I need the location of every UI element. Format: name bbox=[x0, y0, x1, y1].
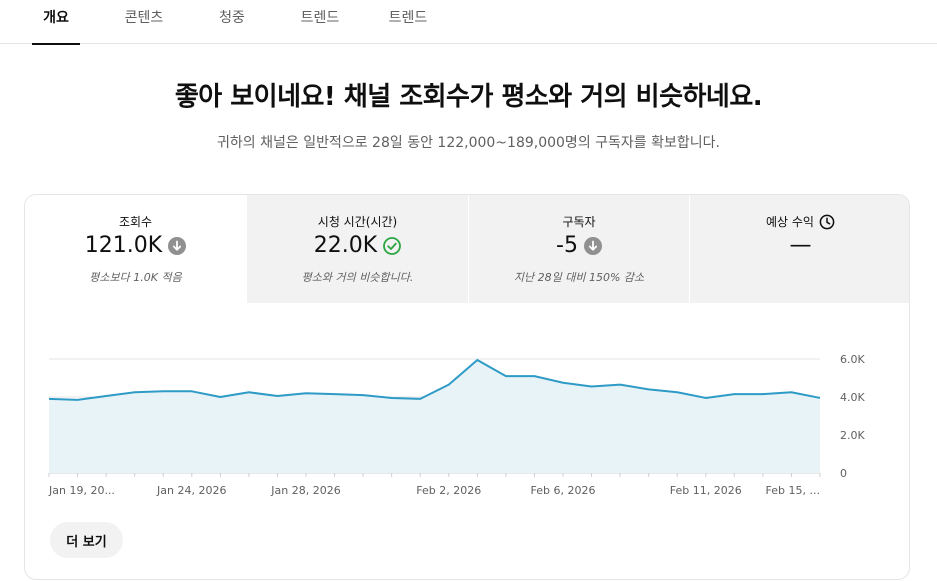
arrow-down-circle-icon bbox=[168, 236, 187, 255]
metric-views[interactable]: 조회수 121.0K 평소보다 1.0K 적음 bbox=[25, 195, 246, 303]
metric-revenue[interactable]: 예상 수익 — bbox=[689, 195, 909, 303]
check-circle-icon bbox=[383, 236, 402, 255]
metric-watch-time-value: 22.0K bbox=[313, 233, 378, 258]
series-area bbox=[49, 359, 820, 473]
series-line bbox=[48, 358, 821, 401]
metric-views-row: 121.0K bbox=[25, 233, 246, 258]
metric-watch-time-note: 평소와 거의 비슷합니다. bbox=[301, 271, 414, 284]
tab-trends-2[interactable]: 트렌드 bbox=[388, 10, 428, 26]
metric-views-value: 121.0K bbox=[84, 233, 163, 258]
metric-revenue-label: 예상 수익 bbox=[766, 215, 814, 229]
metrics-card: 조회수 121.0K 평소보다 1.0K 적음 시청 시간(시간) 22.0K … bbox=[24, 194, 910, 580]
x-tick-label: Feb 15, ... bbox=[766, 484, 820, 497]
metric-subscribers[interactable]: 구독자 -5 지난 28일 대비 150% 감소 bbox=[468, 195, 689, 303]
page-subline: 귀하의 채널은 일반적으로 28일 동안 122,000~189,000명의 구… bbox=[217, 135, 720, 151]
views-chart[interactable]: 6.0K 4.0K 2.0K 0 Jan 19, 20... Jan 24, 2026 Ja… bbox=[25, 303, 910, 523]
metric-subscribers-value: -5 bbox=[556, 233, 578, 258]
tab-overview[interactable]: 개요 bbox=[32, 0, 80, 45]
arrow-down-circle-icon bbox=[583, 236, 602, 255]
tab-audience[interactable]: 청중 bbox=[219, 10, 245, 26]
tab-content[interactable]: 콘텐츠 bbox=[124, 10, 164, 26]
tab-bar: 개요 콘텐츠 청중 트렌드 트렌드 bbox=[0, 0, 937, 45]
metric-revenue-value: — bbox=[789, 233, 812, 258]
x-tick-label: Feb 6, 2026 bbox=[531, 484, 596, 497]
y-tick-label: 6.0K bbox=[840, 353, 865, 366]
metric-subscribers-note: 지난 28일 대비 150% 감소 bbox=[513, 271, 645, 284]
x-tick-label: Jan 19, 20... bbox=[48, 484, 115, 497]
x-tick-label: Feb 2, 2026 bbox=[416, 484, 481, 497]
metric-views-label: 조회수 bbox=[118, 215, 153, 229]
metric-subscribers-label: 구독자 bbox=[562, 215, 596, 229]
y-tick-label: 4.0K bbox=[840, 391, 865, 404]
metric-revenue-row: — bbox=[690, 233, 909, 258]
tab-trends[interactable]: 트렌드 bbox=[300, 10, 340, 26]
y-tick-label: 2.0K bbox=[840, 429, 865, 442]
y-tick-label: 0 bbox=[840, 467, 847, 480]
metric-watch-time-row: 22.0K bbox=[247, 233, 468, 258]
metric-subscribers-row: -5 bbox=[469, 233, 689, 258]
metric-views-note: 평소보다 1.0K 적음 bbox=[89, 271, 182, 284]
x-tick-label: Feb 11, 2026 bbox=[670, 484, 742, 497]
metric-watch-time[interactable]: 시청 시간(시간) 22.0K 평소와 거의 비슷합니다. bbox=[246, 195, 468, 303]
metric-watch-time-label: 시청 시간(시간) bbox=[317, 215, 398, 229]
see-more-button[interactable]: 더 보기 bbox=[50, 522, 123, 558]
page-headline: 좋아 보이네요! 채널 조회수가 평소와 거의 비슷하네요. bbox=[174, 82, 763, 112]
x-tick-label: Jan 24, 2026 bbox=[156, 484, 226, 497]
clock-icon[interactable] bbox=[819, 214, 835, 230]
metric-revenue-label-row: 예상 수익 bbox=[690, 213, 909, 230]
x-tick-label: Jan 28, 2026 bbox=[270, 484, 340, 497]
